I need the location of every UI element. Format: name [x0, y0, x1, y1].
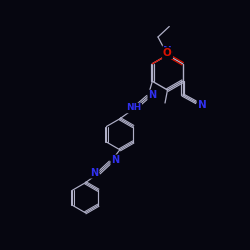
Text: N: N [198, 100, 206, 110]
Text: N: N [148, 90, 156, 101]
Text: N: N [90, 168, 99, 178]
Text: O: O [163, 48, 172, 58]
Text: O: O [163, 48, 172, 58]
Text: N: N [111, 155, 120, 165]
Text: NH: NH [126, 104, 141, 112]
Text: N: N [163, 46, 172, 56]
